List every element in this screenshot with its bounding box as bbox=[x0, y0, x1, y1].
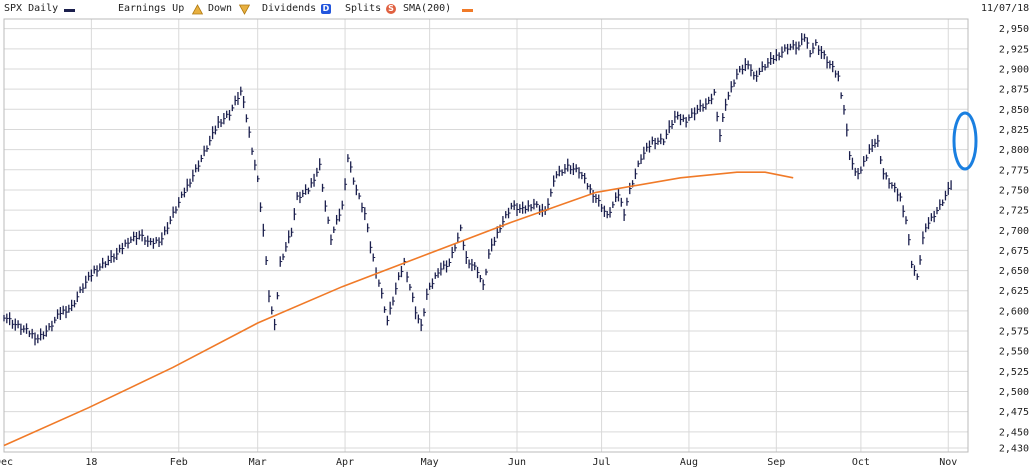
legend-splits: Splits bbox=[345, 3, 382, 14]
x-tick-label: Jun bbox=[508, 457, 526, 468]
y-tick-label: 2,850 bbox=[999, 105, 1029, 116]
x-tick-label: Dec bbox=[0, 457, 13, 468]
y-tick-label: 2,875 bbox=[999, 85, 1029, 96]
splits-badge-icon: S bbox=[386, 4, 396, 14]
x-axis-labels: Dec 18 Feb Mar Apr May Jun Jul Aug Sep Oct Nov bbox=[0, 457, 957, 468]
vertical-gridlines bbox=[3, 19, 949, 452]
y-tick-label: 2,430 bbox=[999, 443, 1029, 454]
y-tick-label: 2,650 bbox=[999, 266, 1029, 277]
y-tick-label: 2,725 bbox=[999, 206, 1029, 217]
x-tick-label: Jul bbox=[593, 457, 611, 468]
x-tick-label: Aug bbox=[680, 457, 698, 468]
y-tick-label: 2,700 bbox=[999, 226, 1029, 237]
y-tick-label: 2,625 bbox=[999, 286, 1029, 297]
x-tick-label: Sep bbox=[767, 457, 785, 468]
highlight-ellipse bbox=[952, 111, 978, 171]
y-tick-label: 2,900 bbox=[999, 64, 1029, 75]
legend-sma: SMA(200) bbox=[403, 3, 452, 14]
y-tick-label: 2,475 bbox=[999, 407, 1029, 418]
legend-symbol: SPX Daily bbox=[4, 3, 59, 14]
y-tick-label: 2,925 bbox=[999, 44, 1029, 55]
x-tick-label: May bbox=[421, 457, 439, 468]
y-tick-label: 2,525 bbox=[999, 367, 1029, 378]
earnings-up-icon bbox=[192, 4, 203, 15]
y-tick-label: 2,450 bbox=[999, 427, 1029, 438]
y-tick-label: 2,500 bbox=[999, 387, 1029, 398]
y-tick-label: 2,600 bbox=[999, 306, 1029, 317]
x-tick-label: Mar bbox=[249, 457, 267, 468]
legend-dividends: Dividends bbox=[262, 3, 317, 14]
y-tick-label: 2,575 bbox=[999, 327, 1029, 338]
earnings-down-icon bbox=[239, 4, 250, 15]
horizontal-gridlines bbox=[4, 28, 968, 449]
y-axis-labels: 2,430 2,450 2,475 2,500 2,525 2,550 2,575 2,600… bbox=[999, 24, 1029, 454]
x-tick-label: Feb bbox=[170, 457, 188, 468]
y-tick-label: 2,800 bbox=[999, 145, 1029, 156]
plot-frame bbox=[3, 18, 969, 453]
y-tick-label: 2,550 bbox=[999, 347, 1029, 358]
chart-legend: SPX Daily Earnings Up Down Dividends D S… bbox=[0, 0, 1033, 18]
y-tick-label: 2,950 bbox=[999, 24, 1029, 35]
sma-swatch bbox=[462, 9, 473, 12]
x-tick-label: Nov bbox=[939, 457, 957, 468]
y-tick-label: 2,750 bbox=[999, 185, 1029, 196]
chart-date: 11/07/18 bbox=[981, 3, 1030, 14]
x-tick-label: Apr bbox=[336, 457, 354, 468]
legend-earnings-down: Down bbox=[208, 3, 233, 14]
y-tick-label: 2,775 bbox=[999, 165, 1029, 176]
dividends-badge-icon: D bbox=[321, 4, 331, 14]
legend-earnings: Earnings Up bbox=[118, 3, 185, 14]
price-series bbox=[3, 33, 952, 346]
sma-line bbox=[3, 171, 794, 447]
x-tick-label: Oct bbox=[852, 457, 870, 468]
x-tick-label: 18 bbox=[85, 457, 97, 468]
y-tick-label: 2,825 bbox=[999, 125, 1029, 136]
y-tick-label: 2,675 bbox=[999, 246, 1029, 257]
price-swatch bbox=[64, 9, 75, 12]
